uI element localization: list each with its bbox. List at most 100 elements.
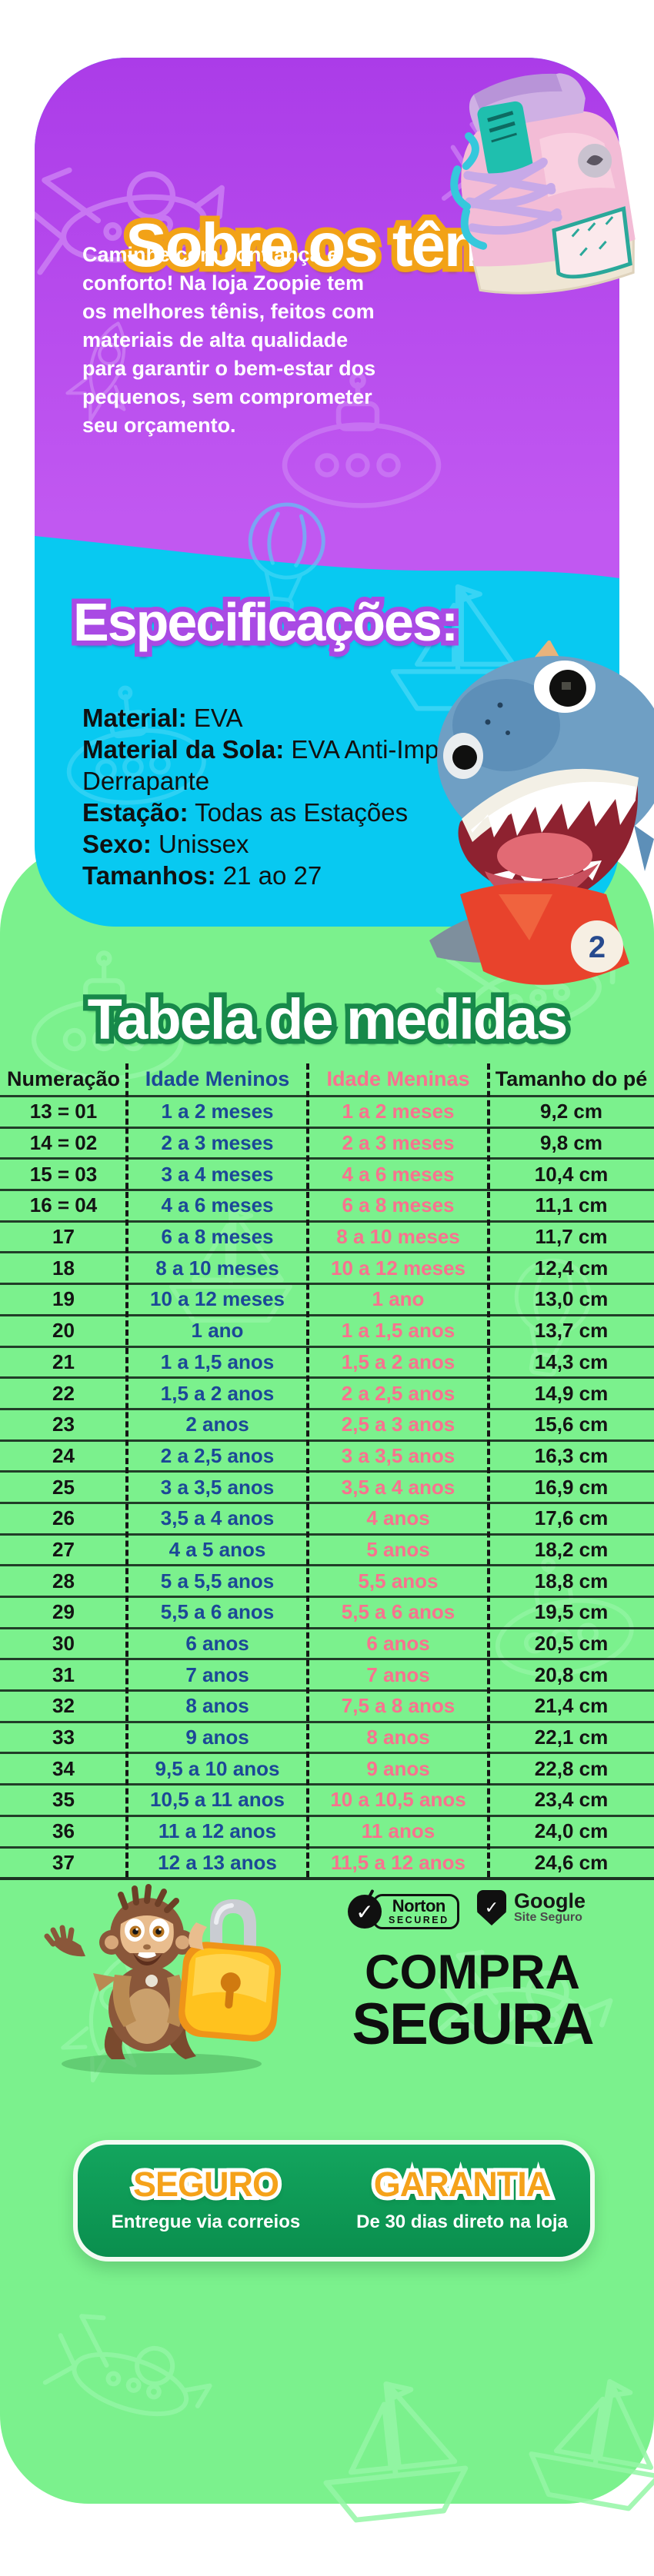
size-table-body: 13 = 01 1 a 2 meses 1 a 2 meses 9,2 cm 14 = … xyxy=(0,1095,654,1877)
column-divider xyxy=(125,1063,128,1878)
size-table-cell: 8 a 10 meses xyxy=(336,1225,460,1249)
size-table-cell: 22,8 cm xyxy=(534,1756,609,1780)
size-table-cell: 5,5 anos xyxy=(358,1569,439,1593)
size-table-cell: 1,5 a 2 anos xyxy=(160,1381,275,1405)
size-table-cell: 12,4 cm xyxy=(534,1256,609,1280)
size-table-cell: 31 xyxy=(52,1662,75,1686)
size-table-cell: 8 a 10 meses xyxy=(155,1256,279,1280)
size-table-cell: 24 xyxy=(52,1443,75,1467)
shipping-subtext: Entregue via correios xyxy=(111,2212,301,2232)
size-table-cell: 33 xyxy=(52,1726,75,1749)
size-table-cell: 2 a 2,5 anos xyxy=(160,1443,275,1467)
size-table-cell: 21,4 cm xyxy=(534,1694,609,1718)
size-table-cell: 12 a 13 anos xyxy=(158,1850,277,1874)
size-table-cell: 11,5 a 12 anos xyxy=(331,1850,465,1874)
size-table-cell: 13 = 01 xyxy=(29,1100,98,1123)
size-table-cell: 1 ano xyxy=(191,1319,244,1343)
spec-item: Sexo: Unissex xyxy=(82,830,249,858)
wave-divider xyxy=(35,519,619,578)
size-table-cell: 19 xyxy=(52,1287,75,1311)
norton-secured-label: SECURED xyxy=(389,1915,449,1925)
size-table-cell: 14,3 cm xyxy=(534,1350,609,1373)
size-table-cell: 27 xyxy=(52,1537,75,1561)
size-table-row: 19 10 a 12 meses 1 ano 13,0 cm xyxy=(0,1283,654,1314)
size-table-row: 28 5 a 5,5 anos 5,5 anos 18,8 cm xyxy=(0,1564,654,1596)
column-header-tamanho-do-pe: Tamanho do pé xyxy=(495,1067,648,1090)
google-site-seguro-badge: ✓ Google Site Seguro xyxy=(477,1890,586,1925)
size-table-row: 17 6 a 8 meses 8 a 10 meses 11,7 cm xyxy=(0,1220,654,1252)
size-table-cell: 30 xyxy=(52,1632,75,1656)
size-table-cell: 14,9 cm xyxy=(534,1381,609,1405)
size-table-row: 29 5,5 a 6 anos 5,5 a 6 anos 19,5 cm xyxy=(0,1596,654,1627)
size-table-cell: 15,6 cm xyxy=(534,1413,609,1436)
column-header-idade-meninas: Idade Meninas xyxy=(326,1067,470,1090)
size-table-cell: 2 a 3 meses xyxy=(161,1131,274,1155)
column-header-numeracao: Numeração xyxy=(6,1067,121,1090)
size-table-cell: 7,5 a 8 anos xyxy=(341,1694,455,1718)
size-table-cell: 9 anos xyxy=(366,1756,430,1780)
spec-item: Tamanhos: 21 ao 27 xyxy=(82,861,322,890)
size-table-cell: 34 xyxy=(52,1756,75,1780)
size-table-cell: 19,5 cm xyxy=(534,1600,609,1624)
size-table-cell: 10 a 12 meses xyxy=(150,1287,285,1311)
size-table-cell: 16,3 cm xyxy=(534,1443,609,1467)
google-label: Google xyxy=(514,1889,586,1912)
size-table-cell: 2 a 2,5 anos xyxy=(341,1381,455,1405)
size-table-cell: 6 a 8 meses xyxy=(161,1225,274,1249)
norton-check-icon: ✓ xyxy=(348,1889,382,1929)
size-table-cell: 10,5 a 11 anos xyxy=(150,1788,285,1812)
spec-item: Estação: Todas as Estações xyxy=(82,798,409,827)
size-table-row: 24 2 a 2,5 anos 3 a 3,5 anos 16,3 cm xyxy=(0,1439,654,1471)
size-table-row: 33 9 anos 8 anos 22,1 cm xyxy=(0,1720,654,1752)
size-table-cell: 20 xyxy=(52,1319,75,1343)
size-table-cell: 18,8 cm xyxy=(534,1569,609,1593)
size-table-cell: 16,9 cm xyxy=(534,1475,609,1499)
size-table-cell: 3 a 3,5 anos xyxy=(341,1443,455,1467)
size-table-row: 23 2 anos 2,5 a 3 anos 15,6 cm xyxy=(0,1407,654,1439)
size-table-cell: 10 a 12 meses xyxy=(331,1256,465,1280)
size-table-cell: 26 xyxy=(52,1506,75,1530)
size-table-cell: 13,0 cm xyxy=(534,1287,609,1311)
size-table-cell: 9 anos xyxy=(185,1726,249,1749)
size-table-cell: 4 a 6 meses xyxy=(161,1193,274,1217)
size-table-row: 32 8 anos 7,5 a 8 anos 21,4 cm xyxy=(0,1689,654,1721)
size-table-cell: 29 xyxy=(52,1600,75,1624)
size-table-row: 15 = 03 3 a 4 meses 4 a 6 meses 10,4 cm xyxy=(0,1157,654,1189)
size-table-cell: 5 a 5,5 anos xyxy=(160,1569,275,1593)
size-table-row: 34 9,5 a 10 anos 9 anos 22,8 cm xyxy=(0,1752,654,1783)
size-table-cell: 20,5 cm xyxy=(534,1632,609,1656)
garantia-outline: GARANTIA xyxy=(370,2161,556,2208)
size-table-cell: 2,5 a 3 anos xyxy=(341,1413,455,1436)
size-table-cell: 37 xyxy=(52,1850,75,1874)
size-table-cell: 23 xyxy=(52,1413,75,1436)
size-table-cell: 32 xyxy=(52,1694,75,1718)
size-table-cell: 17 xyxy=(52,1225,75,1249)
about-and-specs-card: Sobre os tênis Sobre os tênis Caminhe co… xyxy=(35,58,619,927)
size-table-cell: 4 a 5 anos xyxy=(169,1537,266,1561)
size-table-cell: 1 a 1,5 anos xyxy=(341,1319,455,1343)
size-table-cell: 16 = 04 xyxy=(29,1193,98,1217)
size-table-cell: 20,8 cm xyxy=(534,1662,609,1686)
size-table-cell: 4 a 6 meses xyxy=(342,1162,455,1186)
size-table-row: 35 10,5 a 11 anos 10 a 10,5 anos 23,4 cm xyxy=(0,1783,654,1815)
size-table-row: 18 8 a 10 meses 10 a 12 meses 12,4 cm xyxy=(0,1251,654,1283)
specs-title: Especificações: Especificações: xyxy=(68,587,463,657)
size-table-row: 26 3,5 a 4 anos 4 anos 17,6 cm xyxy=(0,1501,654,1533)
size-table-cell: 7 anos xyxy=(185,1662,249,1686)
brand-name: Zoopie xyxy=(253,271,322,295)
size-table-row: 36 11 a 12 anos 11 anos 24,0 cm xyxy=(0,1814,654,1846)
size-table-header: Numeração Idade Meninos Idade Meninas Ta… xyxy=(0,1063,654,1095)
size-table-cell: 25 xyxy=(52,1475,75,1499)
size-table-cell: 3,5 a 4 anos xyxy=(341,1475,455,1499)
size-table-cell: 9,5 a 10 anos xyxy=(155,1756,280,1780)
size-table-cell: 21 xyxy=(52,1350,75,1373)
size-table-cell: 3,5 a 4 anos xyxy=(160,1506,275,1530)
size-table-row: 31 7 anos 7 anos 20,8 cm xyxy=(0,1658,654,1689)
size-table-cell: 15 = 03 xyxy=(29,1162,98,1186)
google-site-seguro-label: Site Seguro xyxy=(514,1911,582,1924)
size-table-cell: 9,2 cm xyxy=(540,1100,602,1123)
size-table-cell: 2 anos xyxy=(185,1413,249,1436)
size-table: Numeração Idade Meninos Idade Meninas Ta… xyxy=(0,1063,654,1881)
size-table-cell: 24,6 cm xyxy=(534,1850,609,1874)
